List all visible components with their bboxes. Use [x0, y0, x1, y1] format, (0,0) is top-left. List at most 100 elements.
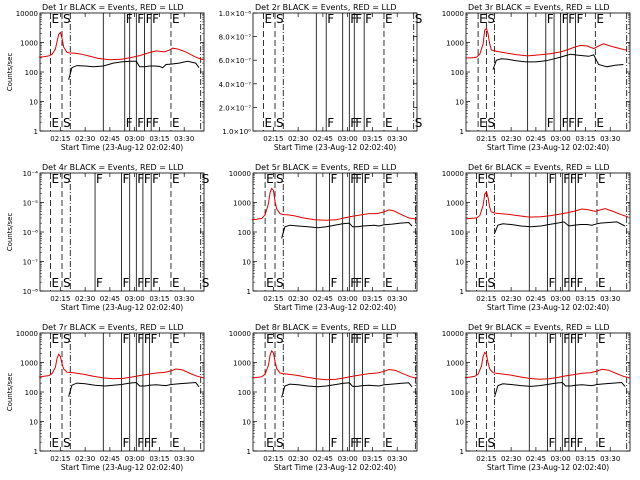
- y-tick-label: 1: [460, 288, 464, 296]
- x-tick-label: 02:30: [75, 455, 95, 463]
- series-events-line: [281, 221, 413, 239]
- plot-frame: [252, 12, 418, 132]
- marker-label: F: [577, 116, 584, 130]
- y-tick-label: 8.0×10⁻⁷: [219, 34, 252, 42]
- marker-label: F: [137, 332, 144, 346]
- y-tick-label: 10: [29, 99, 38, 107]
- x-tick-label: 02:45: [526, 135, 546, 143]
- marker-label: F: [570, 436, 577, 450]
- marker-label: E: [172, 116, 180, 130]
- marker-label: S: [276, 12, 284, 26]
- x-tick-label: 03:00: [551, 135, 571, 143]
- series-lld-line: [464, 351, 631, 380]
- x-tick-label: 03:30: [174, 455, 194, 463]
- x-tick-label: 03:30: [600, 295, 620, 303]
- marker-label: F: [96, 276, 103, 290]
- marker-label: F: [330, 332, 337, 346]
- panel-det-9: Det 9r BLACK = Events, RED = LLD 1 10 100 10…: [442, 323, 631, 472]
- y-tick-label: 10000: [16, 10, 38, 18]
- marker-label: F: [548, 172, 555, 186]
- marker-label: E: [596, 12, 604, 26]
- plot-frame: [465, 332, 631, 452]
- marker-label: E: [385, 276, 393, 290]
- marker-label: E: [51, 276, 59, 290]
- panel-det-2: Det 2r BLACK = Events, RED = LLD 1.0×10⁰ 2…: [219, 3, 423, 152]
- x-tick-label: 03:00: [338, 295, 358, 303]
- x-tick-label: 02:15: [263, 295, 283, 303]
- y-tick-label: 1000: [446, 360, 464, 368]
- marker-label: E: [479, 12, 487, 26]
- marker-label: F: [547, 12, 554, 26]
- y-tick-label: 100: [238, 389, 251, 397]
- y-axis-label: Counts/sec: [6, 53, 14, 92]
- x-tick-label: 03:00: [125, 455, 145, 463]
- marker-label: F: [577, 12, 584, 26]
- y-tick-label: 1000: [233, 360, 251, 368]
- marker-label: F: [364, 332, 371, 346]
- marker-label: F: [563, 276, 570, 290]
- panel-title: Det 9r BLACK = Events, RED = LLD: [468, 323, 610, 332]
- y-tick-label: 10000: [442, 170, 464, 178]
- y-tick-label: 10000: [442, 330, 464, 338]
- x-tick-label: 03:15: [149, 135, 169, 143]
- marker-label: E: [598, 436, 606, 450]
- x-tick-label: 03:00: [338, 455, 358, 463]
- panel-title: Det 5r BLACK = Events, RED = LLD: [255, 163, 397, 172]
- marker-label: F: [152, 12, 159, 26]
- y-tick-label: 1000: [20, 40, 38, 48]
- marker-label: F: [350, 172, 357, 186]
- marker-label: S: [276, 332, 284, 346]
- panel-title: Det 4r BLACK = Events, RED = LLD: [42, 163, 184, 172]
- marker-label: F: [330, 436, 337, 450]
- marker-label: S: [415, 116, 423, 130]
- marker-label: E: [172, 332, 180, 346]
- marker-label: F: [570, 276, 577, 290]
- x-tick-label: 03:15: [362, 455, 382, 463]
- y-tick-label: 100: [25, 69, 38, 77]
- y-axis-label: Counts/sec: [6, 213, 14, 252]
- marker-label: F: [562, 116, 569, 130]
- marker-label: E: [598, 172, 606, 186]
- panel-title: Det 3r BLACK = Events, RED = LLD: [468, 3, 610, 12]
- marker-label: F: [568, 12, 575, 26]
- marker-label: S: [276, 436, 284, 450]
- marker-label: F: [327, 12, 334, 26]
- marker-label: S: [487, 12, 495, 26]
- x-tick-label: 02:45: [100, 295, 120, 303]
- y-tick-label: 10: [242, 259, 251, 267]
- marker-label: E: [385, 116, 393, 130]
- marker-label: S: [63, 172, 71, 186]
- marker-label: F: [365, 12, 372, 26]
- y-tick-label: 10: [455, 99, 464, 107]
- y-tick-label: 100: [451, 389, 464, 397]
- y-tick-label: 10: [455, 259, 464, 267]
- y-tick-label: 1: [460, 128, 464, 136]
- marker-label: F: [350, 436, 357, 450]
- panel-title: Det 6r BLACK = Events, RED = LLD: [468, 163, 610, 172]
- x-tick-label: 02:15: [476, 455, 496, 463]
- marker-label: E: [598, 332, 606, 346]
- marker-label: F: [137, 12, 144, 26]
- y-tick-label: 1000: [20, 360, 38, 368]
- y-axis-label: Counts/sec: [6, 373, 14, 412]
- marker-label: E: [479, 116, 487, 130]
- y-tick-label: 10000: [229, 170, 251, 178]
- marker-label: E: [477, 276, 485, 290]
- x-tick-label: 02:45: [526, 455, 546, 463]
- panel-det-8: Det 8r BLACK = Events, RED = LLD 1 10 100 10…: [229, 323, 418, 472]
- y-tick-label: 100: [25, 389, 38, 397]
- plot-frame: [39, 332, 205, 452]
- x-axis-label: Start Time (23-Aug-12 02:02:40): [61, 463, 183, 472]
- marker-label: F: [151, 436, 158, 450]
- series-events-line: [492, 53, 624, 70]
- x-tick-label: 02:30: [501, 295, 521, 303]
- marker-label: F: [355, 332, 362, 346]
- x-tick-label: 03:30: [600, 135, 620, 143]
- marker-label: S: [202, 276, 210, 290]
- marker-label: F: [355, 276, 362, 290]
- series-events-line: [494, 381, 626, 397]
- x-tick-label: 03:00: [338, 135, 358, 143]
- x-tick-label: 03:30: [387, 295, 407, 303]
- marker-label: F: [350, 12, 357, 26]
- marker-label: F: [330, 172, 337, 186]
